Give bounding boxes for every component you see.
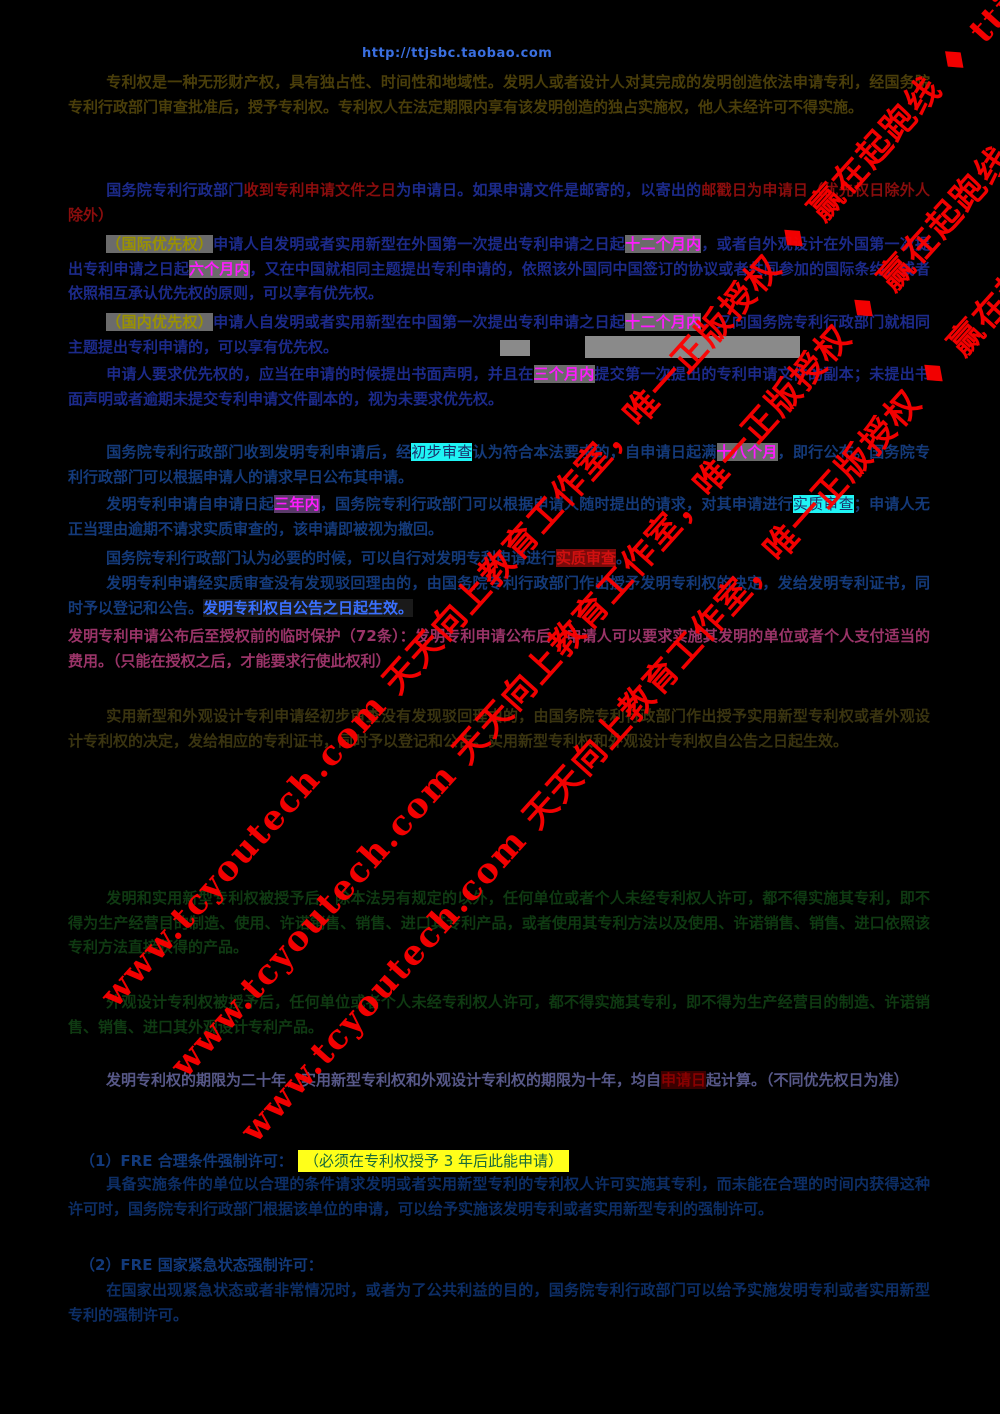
paragraph-text: 认为符合本法要求的，自申请日起满 <box>472 443 717 461</box>
highlight-three-years: 三年内 <box>274 495 320 513</box>
gray-mark <box>500 340 530 356</box>
paragraph-text: 发明专利申请经实质审查没有发现驳回理由的，由国务院专利行政部门作出授予发明专利权… <box>68 574 930 617</box>
paragraph-international-priority: （国际优先权）申请人自发明或者实用新型在外国第一次提出专利申请之日起十二个月内，… <box>68 232 930 306</box>
paragraph-text: 国务院专利行政部门 <box>106 181 244 199</box>
label-international-priority: （国际优先权） <box>106 235 214 253</box>
paragraph-text: 国务院专利行政部门收到发明专利申请后，经 <box>106 443 412 461</box>
paragraph-intro: 专利权是一种无形财产权，具有独占性、时间性和地域性。发明人或者设计人对其完成的发… <box>68 70 930 119</box>
highlight-postmark-date: 邮戳日为申请日（优 <box>701 181 839 199</box>
paragraph-text: ，又在中国就相同主题提出专利申请的，依照该外国同中国签订的协议或者共同参加的国际… <box>68 259 930 303</box>
paragraph-design-rights: 外观设计专利权被授予后，任何单位或者个人未经专利权人许可，都不得实施其专利，即不… <box>68 990 930 1039</box>
paragraph-text: ，或者自外观设计在外国第一次提出专利申请之日起 <box>68 235 930 278</box>
paragraph-text: 发明和实用新型专利权被授予后，除本法另有规定的以外，任何单位或者个人未经专利权人… <box>68 889 930 956</box>
paragraph-text: 在国家出现紧急状态或者非常情况时，或者为了公共利益的目的，国务院专利行政部门可以… <box>68 1281 930 1324</box>
paragraph-text: 具备实施条件的单位以合理的条件请求发明或者实用新型专利的专利权人许可实施其专利，… <box>68 1175 930 1218</box>
paragraph-text: 国务院专利行政部门认为必要的时候，可以自行对发明专利申请进行 <box>106 549 557 567</box>
paragraph-text: 发明专利申请公布后至授权前的临时保护（72条）：发明专利申请公布后，申请人可以要… <box>68 627 930 670</box>
highlight-priority-exception: 先权日除外人除外） <box>68 181 930 224</box>
paragraph-text: 申请人自发明或者实用新型在外国第一次提出专利申请之日起 <box>213 235 626 253</box>
paragraph-domestic-priority: （国内优先权）申请人自发明或者实用新型在中国第一次提出专利申请之日起十二个月内，… <box>68 310 930 359</box>
highlight-effective-date: 发明专利权自公告之日起生效。 <box>203 598 414 617</box>
gray-mark <box>585 336 800 358</box>
paragraph-text: 外观设计专利权被授予后，任何单位或者个人未经专利权人许可，都不得实施其专利，即不… <box>68 993 930 1036</box>
paragraph-temporary-protection: 发明专利申请公布后至授权前的临时保护（72条）：发明专利申请公布后，申请人可以要… <box>68 624 930 673</box>
paragraph-self-exam: 国务院专利行政部门认为必要的时候，可以自行对发明专利申请进行实质审查。 <box>68 546 930 571</box>
highlight-note-three-years: （必须在专利权授予 3 年后此能申请） <box>297 1150 570 1172</box>
paragraph-compulsory-license-2: 在国家出现紧急状态或者非常情况时，或者为了公共利益的目的，国务院专利行政部门可以… <box>68 1278 930 1327</box>
paragraph-substantive-exam: 发明专利申请自申请日起三年内，国务院专利行政部门可以根据申请人随时提出的请求，对… <box>68 492 930 541</box>
paragraph-exclusive-rights: 发明和实用新型专利权被授予后，除本法另有规定的以外，任何单位或者个人未经专利权人… <box>68 886 930 960</box>
paragraph-text: 申请人自发明或者实用新型在中国第一次提出专利申请之日起 <box>213 313 626 331</box>
paragraph-text: 实用新型和外观设计专利申请经初步审查没有发现驳回理由的，由国务院专利行政部门作出… <box>68 707 930 750</box>
paragraph-preliminary-exam: 国务院专利行政部门收到发明专利申请后，经初步审查认为符合本法要求的，自申请日起满… <box>68 440 930 489</box>
highlight-six-months: 六个月内 <box>189 259 250 278</box>
paragraph-compulsory-license-1: 具备实施条件的单位以合理的条件请求发明或者实用新型专利的专利权人许可实施其专利，… <box>68 1172 930 1221</box>
label-domestic-priority: （国内优先权） <box>106 313 214 331</box>
paragraph-utility-design-grant: 实用新型和外观设计专利申请经初步审查没有发现驳回理由的，由国务院专利行政部门作出… <box>68 704 930 753</box>
paragraph-priority-claim: 申请人要求优先权的，应当在申请的时候提出书面声明，并且在三个月内提交第一次提出的… <box>68 362 930 411</box>
heading-text: （1）FRE 合理条件强制许可： <box>80 1152 293 1170</box>
paragraph-grant: 发明专利申请经实质审查没有发现驳回理由的，由国务院专利行政部门作出授予发明专利权… <box>68 571 930 620</box>
section-heading-compulsory-license-1: （1）FRE 合理条件强制许可： （必须在专利权授予 3 年后此能申请） <box>80 1150 570 1172</box>
highlight-twelve-months: 十二个月内 <box>625 313 702 331</box>
paragraph-filing-date: 国务院专利行政部门收到专利申请文件之日为申请日。如果申请文件是邮寄的，以寄出的邮… <box>68 178 930 227</box>
section-heading-compulsory-license-2: （2）FRE 国家紧急状态强制许可： <box>80 1254 323 1275</box>
paragraph-text: 提交第一次提出的专利申请文件的副本；未提出书面声明或者逾期未提交专利申请文件副本… <box>68 365 930 408</box>
paragraph-text: ，即行公布。国务院专利行政部门可以根据申请人的请求早日公布其申请。 <box>68 443 930 486</box>
highlight-exam: 审查 <box>823 495 854 513</box>
paragraph-text: 为申请日。如果申请文件是邮寄的，以寄出的 <box>396 181 702 199</box>
highlight-substantive-exam: 实质审查 <box>556 549 617 567</box>
paragraph-text: ，国务院专利行政部门可以根据申请人随时提出的请求，对其申请进行 <box>319 495 793 513</box>
highlight-receipt-date: 收到专利申请文件之日 <box>243 181 397 199</box>
highlight-twelve-months: 十二个月内 <box>625 235 702 253</box>
highlight-filing-date: 申请日 <box>661 1071 707 1089</box>
paragraph-text: 。 <box>616 549 632 567</box>
highlight-eighteen-months: 十八个月 <box>716 443 778 461</box>
highlight-preliminary-exam: 初步审查 <box>411 443 473 461</box>
paragraph-text: 发明专利申请自申请日起 <box>106 495 275 513</box>
paragraph-text: 起计算。（不同优先权日为准） <box>706 1071 909 1089</box>
paragraph-text: 专利权是一种无形财产权，具有独占性、时间性和地域性。发明人或者设计人对其完成的发… <box>68 73 930 116</box>
paragraph-text: ；申请人无正当理由逾期不请求实质审查的，该申请即被视为撤回。 <box>68 495 930 538</box>
paragraph-term: 发明专利权的期限为二十年，实用新型专利权和外观设计专利权的期限为十年，均自申请日… <box>68 1068 930 1093</box>
paragraph-text: ，又向国务院专利行政部门就相同主题提出专利申请的，可以享有优先权。 <box>68 313 930 356</box>
heading-text: （2）FRE 国家紧急状态强制许可： <box>80 1256 323 1274</box>
highlight-three-months: 三个月内 <box>533 365 595 383</box>
paragraph-text: 申请人要求优先权的，应当在申请的时候提出书面声明，并且在 <box>106 365 534 383</box>
paragraph-text: 发明专利权的期限为二十年，实用新型专利权和外观设计专利权的期限为十年，均自 <box>106 1071 662 1089</box>
highlight-substantive: 实质 <box>792 495 824 513</box>
header-link[interactable]: http://ttjsbc.taobao.com <box>362 46 553 61</box>
